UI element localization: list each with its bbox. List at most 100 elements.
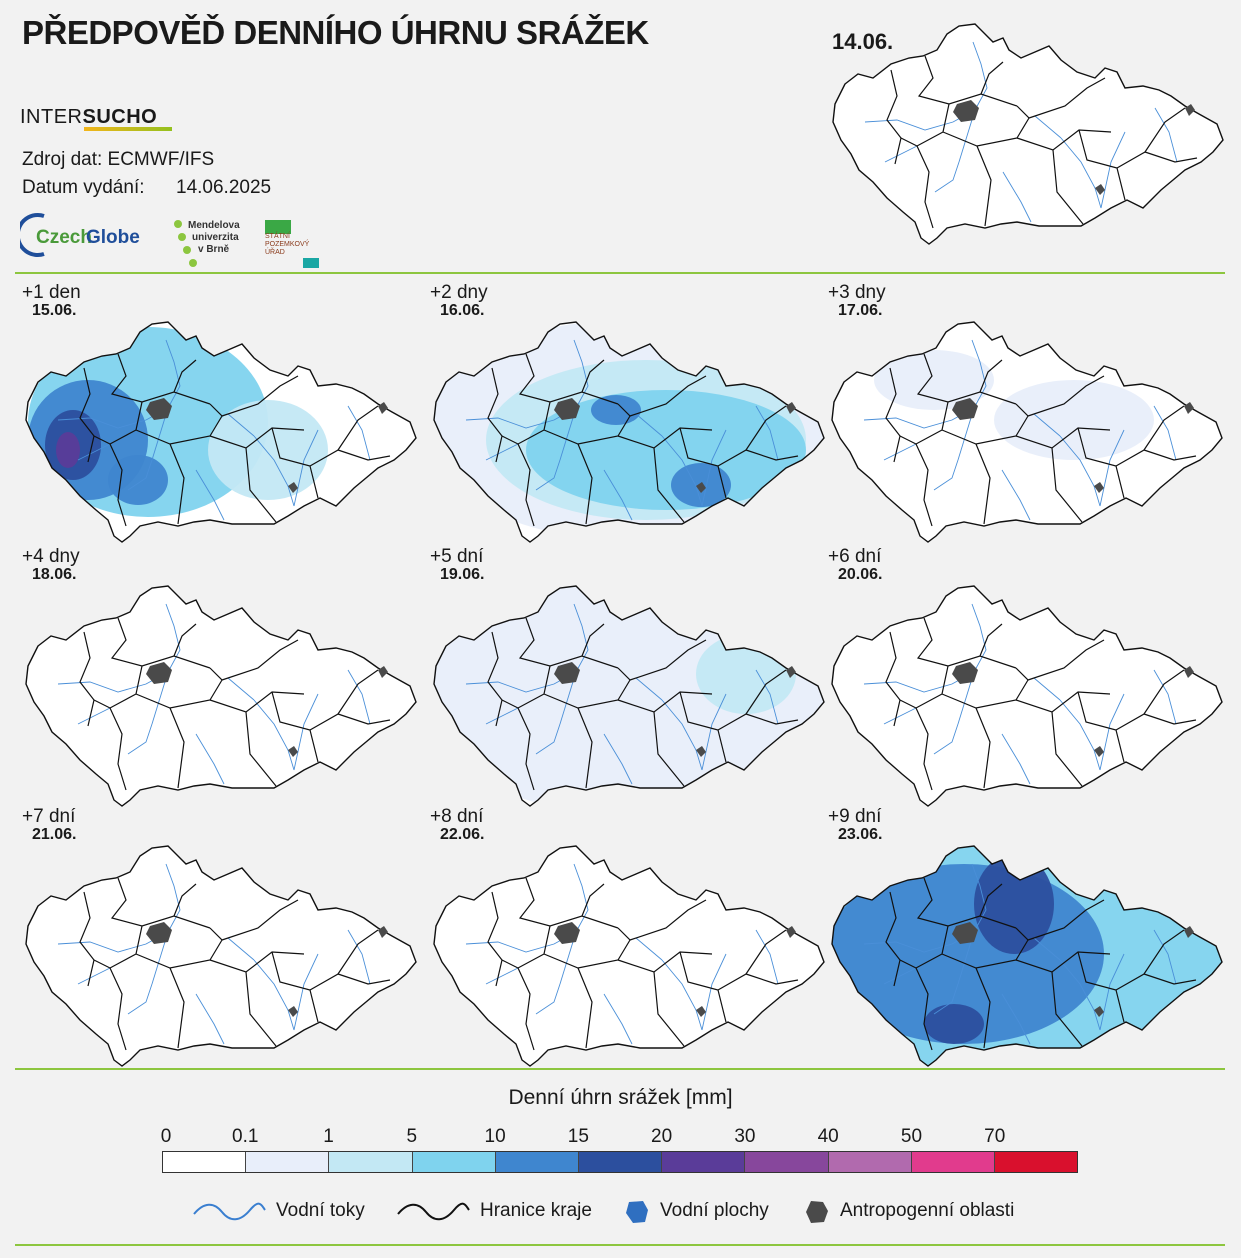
region-border <box>886 69 902 165</box>
river-line <box>77 443 111 461</box>
region-border <box>1015 951 1111 973</box>
region-border <box>679 951 727 1023</box>
region-border <box>916 877 1017 929</box>
region-border <box>1077 427 1125 499</box>
forecast-date: 22.06. <box>440 826 485 843</box>
region-border <box>221 899 299 941</box>
region-border <box>110 877 211 929</box>
region-border <box>518 617 619 669</box>
legend-urban-areas: Antropogenní oblasti <box>840 1200 1015 1221</box>
czechglobe-logo: Czech Globe <box>20 212 160 258</box>
precipitation-area <box>108 455 168 505</box>
forecast-date: 21.06. <box>32 826 77 843</box>
river-line <box>701 953 727 1031</box>
scale-swatch <box>911 1152 995 1172</box>
river-line <box>165 863 181 933</box>
region-border <box>577 707 593 789</box>
czech-map <box>831 321 1223 543</box>
river-line <box>933 459 959 491</box>
region-border <box>1052 149 1084 225</box>
divider-bottom <box>15 1244 1225 1246</box>
region-border <box>1077 951 1125 1023</box>
region-border <box>209 951 305 973</box>
river-line <box>485 707 519 725</box>
region-border <box>976 145 992 227</box>
region-border <box>337 713 391 725</box>
region-border <box>581 623 605 657</box>
prague-urban-area <box>554 398 580 420</box>
scale-tick-label: 30 <box>734 1126 756 1147</box>
region-border <box>518 353 619 405</box>
river-line <box>1099 429 1125 507</box>
river-line <box>535 723 561 755</box>
river-line <box>1059 435 1101 507</box>
forecast-map <box>18 310 418 562</box>
river-line <box>195 469 225 521</box>
region-border <box>745 713 799 725</box>
river-line <box>1153 669 1177 725</box>
river-line <box>227 677 255 701</box>
forecast-day-label: +5 dní <box>430 546 484 567</box>
river-line <box>755 929 779 985</box>
region-border <box>501 665 551 709</box>
region-border <box>581 883 605 917</box>
region-border <box>209 691 305 713</box>
river-line <box>1153 405 1177 461</box>
river-line <box>603 469 633 521</box>
region-border <box>1015 691 1111 713</box>
region-border <box>916 145 934 229</box>
river-line <box>883 443 917 461</box>
scale-swatch <box>412 1152 496 1172</box>
region-border <box>93 401 143 445</box>
scale-swatch <box>578 1152 663 1172</box>
scale-swatch <box>329 1152 413 1172</box>
czech-map <box>433 585 825 807</box>
brno-urban-area <box>1095 184 1105 195</box>
scale-tick-label: 50 <box>900 1126 923 1147</box>
czech-map <box>25 321 417 543</box>
region-border <box>1051 971 1083 1047</box>
scale-swatch <box>495 1152 579 1172</box>
river-line <box>127 723 153 755</box>
region-border <box>979 623 1003 657</box>
river-line <box>253 699 295 771</box>
region-border <box>109 443 127 527</box>
region-border <box>975 443 991 525</box>
region-border <box>169 967 185 1049</box>
region-border <box>1116 107 1186 169</box>
forecast-date: 20.06. <box>838 566 883 583</box>
river-line <box>485 443 519 461</box>
region-border <box>1051 447 1083 523</box>
precipitation-area <box>526 390 806 510</box>
current-map-date: 14.06. <box>832 29 894 54</box>
prague-urban-area <box>554 662 580 684</box>
region-border <box>916 617 1017 669</box>
region-border <box>517 443 535 527</box>
region-border <box>900 103 950 147</box>
region-border <box>271 427 319 499</box>
region-border <box>679 691 727 763</box>
forecast-map <box>426 574 826 826</box>
river-line <box>661 959 703 1031</box>
forecast-map <box>426 834 826 1086</box>
river-line <box>347 405 371 461</box>
prague-urban-area <box>952 398 978 420</box>
urban-area-icon <box>803 1198 831 1231</box>
river-line <box>972 41 988 111</box>
scale-tick-label: 70 <box>984 1126 1006 1147</box>
river-line <box>883 707 917 725</box>
forecast-date: 15.06. <box>32 302 77 319</box>
water-body-icon <box>623 1198 651 1231</box>
river-line <box>755 405 779 461</box>
current-day-map <box>825 12 1225 264</box>
river-line <box>701 429 727 507</box>
prague-urban-area <box>952 922 978 944</box>
river-line <box>934 161 960 193</box>
river-line <box>1033 937 1061 961</box>
region-border <box>629 639 707 681</box>
region-border <box>245 971 277 1047</box>
region-border <box>577 967 593 1049</box>
forecast-map <box>18 834 418 1086</box>
prague-urban-area <box>953 100 979 122</box>
legend-title: Denní úhrn srážek [mm] <box>508 1086 733 1109</box>
